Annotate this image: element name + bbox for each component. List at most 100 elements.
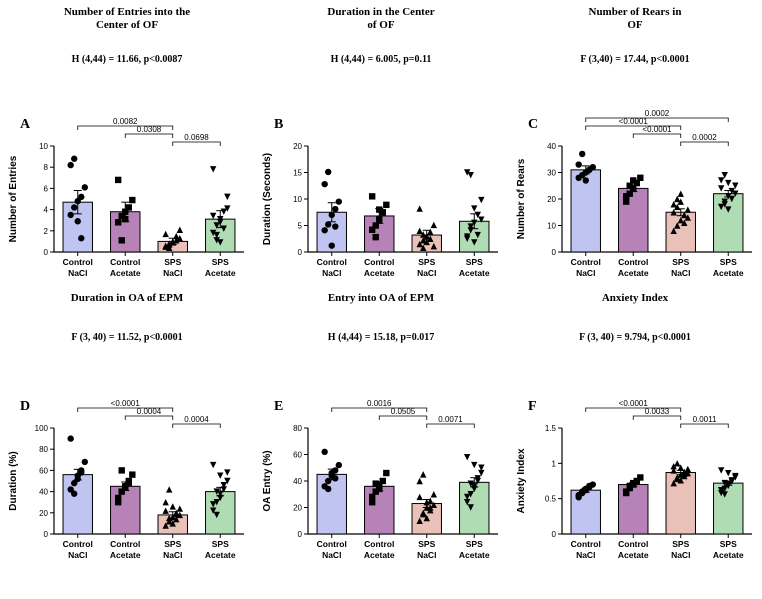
svg-text:Control: Control (63, 539, 93, 549)
chart-C: C010203040Number of RearsControlNaClCont… (508, 106, 762, 286)
svg-text:SPS: SPS (418, 539, 435, 549)
svg-text:SPS: SPS (212, 539, 229, 549)
svg-text:15: 15 (293, 169, 302, 178)
svg-text:1.5: 1.5 (545, 424, 557, 433)
svg-text:NaCl: NaCl (322, 550, 341, 560)
top-title: Number of Rears inOF (508, 6, 762, 31)
svg-text:0: 0 (552, 530, 557, 539)
svg-text:SPS: SPS (164, 539, 181, 549)
svg-text:Acetate: Acetate (459, 268, 490, 278)
sub-title: Entry into OA of EPM (254, 292, 508, 305)
svg-text:SPS: SPS (720, 257, 737, 267)
svg-text:Acetate: Acetate (205, 550, 236, 560)
svg-text:NaCl: NaCl (576, 550, 595, 560)
svg-text:NaCl: NaCl (68, 550, 87, 560)
title-line2: OF (627, 19, 642, 31)
svg-text:10: 10 (547, 222, 556, 231)
svg-text:0.0033: 0.0033 (645, 407, 670, 416)
chart-F: F00.511.5Anxiety IndexControlNaClControl… (508, 388, 762, 568)
bar (63, 475, 92, 534)
svg-text:Duration (%): Duration (%) (8, 451, 19, 510)
panel-letter: F (528, 399, 537, 414)
svg-text:20: 20 (547, 195, 556, 204)
svg-text:NaCl: NaCl (417, 550, 436, 560)
panel-letter: E (274, 399, 283, 414)
svg-text:0.0011: 0.0011 (693, 415, 717, 424)
svg-text:30: 30 (547, 169, 556, 178)
svg-text:OA Entry (%): OA Entry (%) (262, 450, 273, 511)
svg-text:0.0004: 0.0004 (137, 407, 162, 416)
svg-text:Acetate: Acetate (618, 268, 649, 278)
svg-text:Control: Control (317, 257, 347, 267)
column-2: Duration in the Centerof OF H (4,44) = 6.… (254, 0, 508, 599)
title-line2: Center of OF (96, 19, 158, 31)
svg-text:20: 20 (39, 509, 48, 518)
svg-text:Control: Control (317, 539, 347, 549)
sub-title: Anxiety Index (508, 292, 762, 305)
chart-A: A0246810Number of EntriesControlNaClCont… (0, 106, 254, 286)
svg-text:Acetate: Acetate (110, 550, 141, 560)
svg-text:SPS: SPS (164, 257, 181, 267)
panel-letter: C (528, 117, 538, 132)
svg-text:Acetate: Acetate (110, 268, 141, 278)
bar (619, 188, 648, 252)
svg-text:Control: Control (364, 539, 394, 549)
svg-text:NaCl: NaCl (163, 268, 182, 278)
column-1: Number of Entries into theCenter of OFH … (0, 0, 254, 599)
chart-E: E020406080OA Entry (%)ControlNaClControl… (254, 388, 508, 568)
svg-text:Acetate: Acetate (364, 550, 395, 560)
sub-title: Duration in OA of EPM (0, 292, 254, 305)
svg-text:0: 0 (44, 248, 49, 257)
svg-text:10: 10 (293, 195, 302, 204)
svg-text:Number of Rears: Number of Rears (516, 158, 527, 239)
svg-text:0: 0 (552, 248, 557, 257)
svg-text:Acetate: Acetate (205, 268, 236, 278)
svg-text:8: 8 (44, 163, 49, 172)
svg-text:80: 80 (39, 445, 48, 454)
svg-text:60: 60 (293, 451, 302, 460)
bar (111, 486, 140, 534)
svg-text:0.0698: 0.0698 (184, 133, 209, 142)
panel-top: A0246810Number of EntriesControlNaClCont… (0, 106, 254, 286)
svg-text:0: 0 (298, 530, 303, 539)
svg-text:40: 40 (293, 477, 302, 486)
svg-text:0.0016: 0.0016 (367, 399, 392, 408)
title-line2: of OF (367, 19, 394, 31)
svg-text:SPS: SPS (418, 257, 435, 267)
svg-text:0.0308: 0.0308 (137, 125, 162, 134)
svg-text:0.0002: 0.0002 (692, 133, 717, 142)
svg-text:4: 4 (44, 206, 49, 215)
svg-text:Control: Control (110, 257, 140, 267)
panel-bottom: E020406080OA Entry (%)ControlNaClControl… (254, 388, 508, 568)
svg-text:Control: Control (63, 257, 93, 267)
title-line1: Duration in the Center (327, 6, 434, 18)
top-stat: F (3,40) = 17.44, p<0.0001 (508, 54, 762, 65)
bar (714, 194, 743, 252)
top-stat: H (4,44) = 11.66, p<0.0087 (0, 54, 254, 65)
chart-D: D020406080100Duration (%)ControlNaClCont… (0, 388, 254, 568)
svg-text:Control: Control (110, 539, 140, 549)
svg-text:NaCl: NaCl (322, 268, 341, 278)
svg-text:SPS: SPS (466, 257, 483, 267)
svg-text:SPS: SPS (212, 257, 229, 267)
svg-text:0.0004: 0.0004 (184, 415, 209, 424)
top-title: Duration in the Centerof OF (254, 6, 508, 31)
svg-text:NaCl: NaCl (671, 268, 690, 278)
svg-text:100: 100 (35, 424, 49, 433)
svg-text:6: 6 (44, 184, 49, 193)
svg-text:60: 60 (39, 466, 48, 475)
svg-text:0.0002: 0.0002 (645, 109, 670, 118)
sub-stat: H (4,44) = 15.18, p=0.017 (254, 332, 508, 343)
svg-text:NaCl: NaCl (576, 268, 595, 278)
svg-text:SPS: SPS (672, 257, 689, 267)
svg-text:2: 2 (44, 227, 49, 236)
svg-text:Acetate: Acetate (713, 550, 744, 560)
top-stat: H (4,44) = 6.005, p=0.11 (254, 54, 508, 65)
bar (714, 483, 743, 534)
bar (317, 474, 346, 534)
svg-text:0.0082: 0.0082 (113, 117, 138, 126)
svg-text:Anxiety Index: Anxiety Index (516, 448, 527, 513)
svg-text:Acetate: Acetate (713, 268, 744, 278)
svg-text:20: 20 (293, 504, 302, 513)
column-3: Number of Rears inOF F (3,40) = 17.44, p<… (508, 0, 762, 599)
